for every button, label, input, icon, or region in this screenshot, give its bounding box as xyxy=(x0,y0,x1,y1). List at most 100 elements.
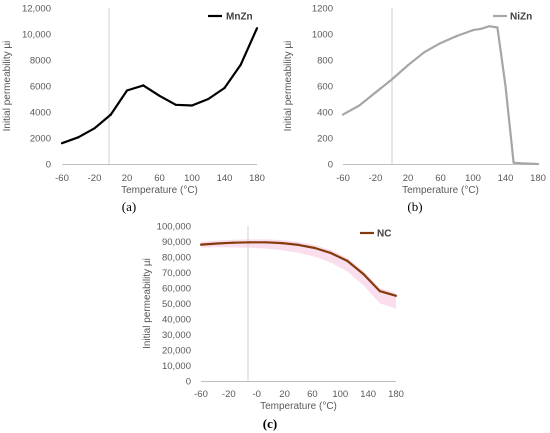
x-tick-label: -60 xyxy=(336,173,350,184)
y-tick-label: 2000 xyxy=(30,134,51,145)
data-point xyxy=(504,84,507,88)
y-tick-label: 20,000 xyxy=(162,346,191,357)
data-point xyxy=(394,294,398,297)
y-tick-label: 30,000 xyxy=(162,330,191,341)
data-point xyxy=(329,252,333,255)
x-tick-label: 140 xyxy=(498,173,514,184)
y-tick-label: 90,000 xyxy=(162,237,191,248)
data-point xyxy=(60,142,64,145)
data-point xyxy=(358,104,361,107)
series-line-nizn xyxy=(342,25,539,166)
y-tick-label: 0 xyxy=(46,160,51,171)
data-point xyxy=(158,94,161,97)
data-point xyxy=(199,243,203,246)
data-point xyxy=(423,51,426,54)
data-point xyxy=(174,103,177,106)
x-tick-label: 180 xyxy=(388,389,404,400)
x-tick-label: -20 xyxy=(88,173,102,184)
x-tick-label: -20 xyxy=(222,389,236,400)
y-tick-label: 600 xyxy=(317,82,333,93)
x-tick-label: -60 xyxy=(55,173,69,184)
data-point xyxy=(93,127,96,130)
x-axis-title: Temperature (°C) xyxy=(260,401,337,412)
data-point xyxy=(455,34,458,38)
x-tick-label: 100 xyxy=(465,173,481,184)
legend-label: NC xyxy=(377,229,391,240)
y-tick-label: 200 xyxy=(317,134,333,145)
y-tick-label: 50,000 xyxy=(162,299,191,310)
data-point xyxy=(264,241,268,244)
y-tick-label: 0 xyxy=(186,377,191,388)
x-tick-label: 140 xyxy=(217,173,233,184)
data-point xyxy=(207,97,210,101)
data-point xyxy=(77,136,80,139)
x-tick-label: 60 xyxy=(435,173,446,184)
y-tick-label: 12,000 xyxy=(22,4,51,15)
data-point xyxy=(248,241,251,244)
y-axis-title: Initial permeability µi xyxy=(283,41,294,132)
data-point xyxy=(378,290,381,293)
legend-label: MnZn xyxy=(226,12,253,23)
y-tick-label: 8000 xyxy=(30,56,51,67)
y-tick-label: 6000 xyxy=(30,82,51,93)
y-tick-label: 0 xyxy=(328,160,333,171)
data-point xyxy=(341,113,345,116)
series-line-mnzn xyxy=(61,27,259,145)
data-point xyxy=(512,161,515,164)
data-point xyxy=(239,63,242,66)
data-point xyxy=(406,64,410,67)
y-tick-label: 1200 xyxy=(312,4,333,15)
x-tick-label: 20 xyxy=(403,173,414,184)
chart-mnzn: 0 2000 4000 6000 8000 10,000 12,000 -60 -20 20 60 1… xyxy=(2,4,265,215)
x-axis-title: Temperature (°C) xyxy=(402,185,479,196)
data-point xyxy=(109,113,112,116)
data-point xyxy=(496,26,499,29)
x-tick-label: 180 xyxy=(249,173,265,184)
x-tick-label: 180 xyxy=(530,173,546,184)
chart-nizn: 0 200 400 600 800 1000 1200 -60 -20 20 60 100 140 180… xyxy=(283,4,546,215)
data-point xyxy=(390,78,393,81)
data-point xyxy=(488,25,491,28)
x-axis-title: Temperature (°C) xyxy=(121,185,198,196)
data-point xyxy=(439,42,442,45)
y-axis-title: Initial permeability µi xyxy=(2,41,13,132)
data-point xyxy=(536,162,540,166)
x-tick-label: -20 xyxy=(369,173,383,184)
x-tick-label: 60 xyxy=(307,389,318,400)
y-tick-label: 100,000 xyxy=(157,222,191,233)
x-tick-label: 140 xyxy=(360,389,376,400)
data-point xyxy=(374,91,377,94)
x-tick-label: 20 xyxy=(122,173,133,184)
data-point xyxy=(362,273,365,276)
data-point xyxy=(125,89,129,92)
x-tick-label: 60 xyxy=(154,173,165,184)
y-tick-label: 80,000 xyxy=(162,253,191,264)
y-tick-label: 60,000 xyxy=(162,284,191,295)
panel-label: (c) xyxy=(263,416,277,431)
data-point xyxy=(313,246,316,250)
series-uncertainty-band xyxy=(201,239,396,309)
data-point xyxy=(297,243,300,246)
panel-label: (b) xyxy=(407,199,422,214)
y-tick-label: 10,000 xyxy=(22,30,51,41)
legend-label: NiZn xyxy=(510,12,532,23)
data-point xyxy=(255,27,259,30)
x-tick-label: 100 xyxy=(184,173,200,184)
data-point xyxy=(471,29,475,32)
y-tick-label: 40,000 xyxy=(162,315,191,326)
y-tick-label: 800 xyxy=(317,56,333,67)
data-point xyxy=(480,27,483,30)
data-point xyxy=(346,259,349,262)
y-tick-label: 400 xyxy=(317,108,333,119)
data-point xyxy=(216,242,219,245)
data-point xyxy=(142,84,145,87)
y-tick-label: 4000 xyxy=(30,108,51,119)
x-tick-label: -60 xyxy=(194,389,208,400)
x-tick-label: 20 xyxy=(279,389,290,400)
chart-nc: 0 10,000 20,000 30,000 40,000 50,000 60,000 70,… xyxy=(142,222,404,432)
y-axis-title: Initial permeability µi xyxy=(142,258,153,349)
y-tick-label: 1000 xyxy=(312,30,333,41)
x-tick-label: -0 xyxy=(252,389,260,400)
data-point xyxy=(281,242,284,245)
